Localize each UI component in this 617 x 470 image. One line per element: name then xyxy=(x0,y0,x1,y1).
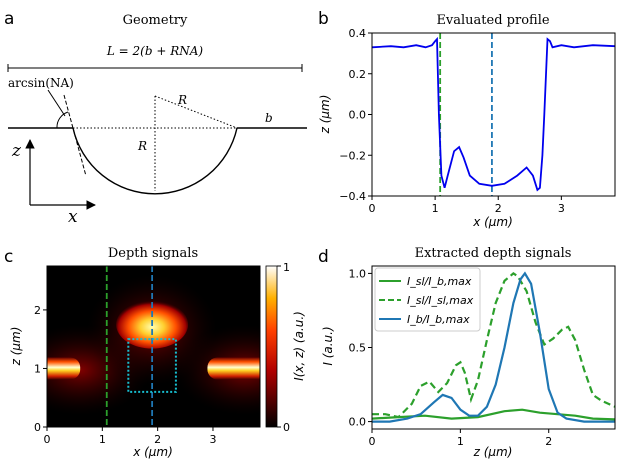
panel-d-x-ticks: 0 1 2 xyxy=(369,429,552,448)
panel-d-y-tick-label: 0.0 xyxy=(349,416,367,429)
panel-b-x-ticks: 0 1 2 3 xyxy=(369,196,565,215)
colorbar-label: I(x, z) (a.u.) xyxy=(292,311,306,381)
panel-b-y-ticks: 0.4 0.2 0.0 −0.2 −0.4 xyxy=(339,27,372,203)
panel-a-letter: a xyxy=(4,9,14,29)
panel-b-y-tick-label: 0.0 xyxy=(349,109,367,122)
panel-d-ylabel: I (a.u.) xyxy=(321,326,335,365)
heatmap xyxy=(47,266,260,427)
radius-label-vertical: R xyxy=(137,139,147,153)
panel-b-x-tick-label: 1 xyxy=(432,202,439,215)
legend: I_sl/I_b,max I_sl/I_sl,max I_b/I_b,max xyxy=(374,267,481,332)
heatmap-band-right xyxy=(207,357,260,380)
heatmap-features xyxy=(47,266,260,427)
panel-b-y-tick-label: −0.4 xyxy=(339,190,366,203)
panel-d-x-tick-label: 0 xyxy=(369,435,376,448)
panel-c-title: Depth signals xyxy=(108,246,198,261)
panel-d-letter: d xyxy=(318,247,329,267)
profile-line xyxy=(371,36,616,192)
depth-signal-line-0 xyxy=(371,408,616,421)
panel-c-letter: c xyxy=(4,247,13,267)
panel-c-xlabel: x (μm) xyxy=(132,445,173,459)
panel-c-y-tick-label: 0 xyxy=(34,421,41,434)
panel-c-y-tick-label: 1 xyxy=(34,362,41,375)
x-arrow-label: x xyxy=(68,207,78,227)
tangent-line xyxy=(63,94,87,177)
panel-b-x-tick-label: 2 xyxy=(495,202,502,215)
panel-c-ylabel: z (μm) xyxy=(9,327,23,367)
radius-diagonal xyxy=(154,95,238,129)
panel-c-y-ticks: 0 1 2 xyxy=(34,304,47,434)
panel-d-y-tick-label: 1.0 xyxy=(349,267,367,280)
arcsin-pointer xyxy=(47,89,66,117)
panel-c-x-tick-label: 1 xyxy=(99,433,106,446)
panel-c-x-tick-label: 0 xyxy=(44,433,51,446)
panel-c-x-tick-label: 3 xyxy=(209,433,216,446)
panel-d-x-tick-label: 2 xyxy=(545,435,552,448)
profile-plot xyxy=(371,33,616,196)
legend-label-b-b: I_b/I_b,max xyxy=(407,313,470,326)
panel-b-frame xyxy=(371,32,616,197)
panel-b-y-tick-label: 0.4 xyxy=(349,27,367,40)
heatmap-band-left xyxy=(47,357,81,380)
panel-b: b Evaluated profile 0 1 2 3 0.4 0.2 0.0 −0.2 −0… xyxy=(318,9,616,229)
legend-box xyxy=(374,267,481,332)
colorbar xyxy=(265,265,278,428)
radius-label-diagonal: R xyxy=(177,93,187,107)
roi-box xyxy=(127,338,177,393)
angle-arc xyxy=(56,111,69,129)
panel-b-y-tick-label: 0.2 xyxy=(349,68,367,81)
panel-b-letter: b xyxy=(318,9,329,29)
legend-label-sl-b: I_sl/I_b,max xyxy=(407,275,472,288)
panel-d-y-ticks: 1.0 0.5 0.0 xyxy=(349,267,372,429)
panel-a: a Geometry L = 2(b + RNA) arcsin(NA) R R… xyxy=(4,9,307,227)
colorbar-tick-max: 1 xyxy=(283,261,290,274)
legend-label-sl-sl: I_sl/I_sl,max xyxy=(407,294,474,307)
colorbar-tick-min: 0 xyxy=(283,421,290,434)
panel-c-frame xyxy=(46,265,261,428)
spherical-cap xyxy=(72,127,238,195)
panel-b-xlabel: x (μm) xyxy=(472,215,513,229)
panel-b-title: Evaluated profile xyxy=(436,13,549,28)
z-arrow-label: z xyxy=(11,141,22,161)
panel-c-x-tick-label: 2 xyxy=(154,433,161,446)
depth-signal-line-2 xyxy=(372,271,615,423)
panel-c: c Depth signals 0 1 2 3 0 1 2 x (μm) z (μm) 1… xyxy=(4,246,306,459)
length-label: L = 2(b + RNA) xyxy=(106,44,204,58)
panel-b-y-tick-label: −0.2 xyxy=(339,149,366,162)
panel-d-y-tick-label: 0.5 xyxy=(349,342,367,355)
depth-signal-plot xyxy=(371,271,616,423)
panel-c-x-ticks: 0 1 2 3 xyxy=(44,427,216,446)
panel-d-title: Extracted depth signals xyxy=(415,246,572,261)
panel-d-x-tick-label: 1 xyxy=(457,435,464,448)
panel-a-title: Geometry xyxy=(123,13,188,28)
b-label: b xyxy=(265,111,273,125)
panel-c-y-tick-label: 2 xyxy=(34,304,41,317)
panel-b-ylabel: z (μm) xyxy=(318,95,332,135)
panel-d-xlabel: z (μm) xyxy=(473,445,513,459)
depth-signal-line-1 xyxy=(372,272,616,419)
panel-b-x-tick-label: 0 xyxy=(369,202,376,215)
arcsin-label: arcsin(NA) xyxy=(8,76,74,90)
panel-b-x-tick-label: 3 xyxy=(558,202,565,215)
